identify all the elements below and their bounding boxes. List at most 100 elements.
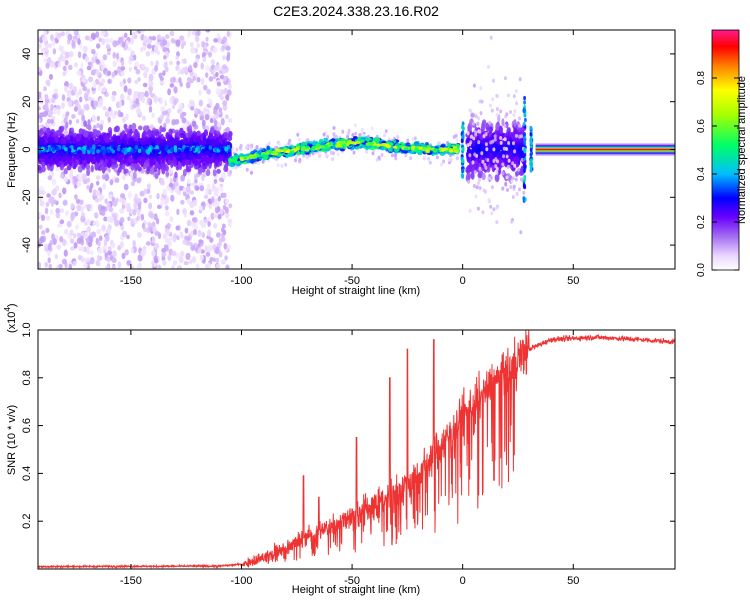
spectrogram-cell — [58, 45, 64, 52]
spectrogram-cell — [185, 81, 191, 89]
spectrogram-cell — [102, 245, 107, 250]
spectrogram-cell — [350, 141, 355, 145]
spectrogram-cell — [311, 145, 316, 149]
spectrogram-cell — [96, 123, 101, 129]
spectrogram-cell — [127, 77, 132, 84]
spectrogram-cell — [76, 70, 82, 76]
spectrogram-cell — [94, 197, 100, 203]
spectrogram-cell — [49, 196, 55, 203]
spectrogram-cell — [110, 136, 115, 142]
spectrogram-cell — [91, 56, 95, 64]
spectrogram-cell — [163, 200, 168, 206]
spectrogram-cell — [79, 199, 84, 206]
spectrogram-cell — [119, 208, 124, 214]
spectrogram-cell — [149, 158, 155, 167]
spectrogram-cell — [222, 55, 226, 61]
spectrogram-cell — [56, 108, 61, 116]
spectrogram-cell — [120, 66, 126, 71]
spectrogram-cell — [191, 120, 197, 127]
spectrogram-cell — [41, 146, 45, 151]
spectrogram-cell — [111, 242, 116, 249]
spectrogram-cell — [365, 150, 368, 154]
spectrogram-cell — [155, 145, 159, 151]
spectrogram-cell — [38, 185, 45, 191]
spectrogram-cell — [442, 159, 446, 164]
spectrogram-cell — [455, 138, 459, 142]
spectrogram-cell — [119, 217, 125, 224]
spectrogram-cell — [55, 166, 60, 172]
spectrogram-cell — [62, 65, 67, 72]
spectrogram-cell — [99, 159, 104, 167]
spectrogram-cell — [206, 183, 211, 190]
spectrogram-cell — [179, 231, 184, 238]
spectrogram-cell — [267, 141, 271, 146]
spectrogram-cell — [52, 188, 57, 196]
spectrogram-cell — [226, 30, 230, 37]
spectrogram-cell — [176, 60, 180, 66]
spectrogram-cell — [96, 228, 102, 235]
spectrogram-cell — [71, 114, 76, 119]
spectrogram-cell — [257, 161, 261, 166]
spectrogram-cell — [165, 34, 170, 40]
spectrogram-cell — [179, 133, 185, 139]
spectrogram-cell — [140, 213, 145, 221]
spectrogram-cell — [159, 97, 163, 105]
spectrogram-cell — [229, 170, 233, 174]
spectrogram-cell — [212, 257, 216, 263]
spectrogram-cell — [75, 198, 81, 204]
spectrogram-cell — [295, 147, 300, 151]
spectrogram-cell — [189, 99, 195, 105]
spectrogram-cell — [215, 257, 220, 263]
spectrogram-cell — [59, 165, 64, 171]
spectrogram-cell — [62, 187, 67, 195]
spectrogram-cell — [38, 164, 42, 171]
spectrogram-cell — [136, 231, 143, 238]
spectrogram-cell — [126, 234, 130, 240]
spectrogram-cell — [149, 88, 153, 96]
spectrogram-cell — [169, 30, 175, 37]
spectrogram-cell — [107, 250, 113, 256]
spectrogram-cell — [140, 159, 144, 167]
spectrogram-cell — [124, 249, 129, 256]
spectrogram-cell — [81, 158, 88, 167]
spectrogram-cell — [126, 202, 131, 211]
spectrogram-cell — [209, 256, 214, 262]
spectrogram-cell — [111, 113, 117, 120]
spectrogram-cell — [185, 164, 190, 173]
spectrogram-cell — [167, 254, 172, 262]
spectrogram-cell — [69, 134, 74, 143]
spectrogram-cell — [205, 157, 210, 165]
spectrogram-cell — [173, 99, 178, 106]
spectrogram-cell — [285, 150, 290, 154]
spectrogram-cell — [72, 232, 77, 239]
spectrogram-cell — [194, 222, 198, 229]
spectrogram-cell — [136, 216, 140, 222]
spectrogram-cell — [100, 30, 106, 37]
spectrogram-cell — [296, 132, 300, 137]
spectrogram-cell — [123, 183, 129, 191]
spectrogram-cell — [95, 180, 100, 186]
spectrogram-cell — [220, 117, 225, 126]
spectrogram-cell — [59, 219, 65, 225]
spectrogram-cell — [227, 221, 232, 228]
spectrogram-cell — [217, 36, 222, 44]
spectrogram-cell — [203, 218, 208, 224]
spectrogram-cell — [284, 162, 288, 167]
spectrogram-cell — [111, 90, 117, 97]
spectrogram-cell — [120, 71, 125, 77]
spectrogram-cell — [59, 235, 64, 243]
spectrogram-cell — [117, 261, 122, 269]
spectrogram-cell — [44, 207, 49, 215]
spectrogram-cell — [165, 165, 169, 172]
spectrogram-cell — [425, 149, 431, 154]
spectrogram-cell — [224, 163, 228, 171]
spectrogram-cell — [61, 50, 67, 55]
spectrogram-cell — [125, 128, 130, 134]
spectrogram-cell — [406, 138, 410, 143]
spectrogram-cell — [118, 197, 124, 203]
spectrogram-cell — [163, 55, 167, 60]
spectrogram-cell — [352, 135, 358, 140]
spectrogram-cell — [198, 99, 203, 107]
spectrogram-cell — [94, 212, 99, 219]
spectrogram-cell — [68, 83, 73, 89]
